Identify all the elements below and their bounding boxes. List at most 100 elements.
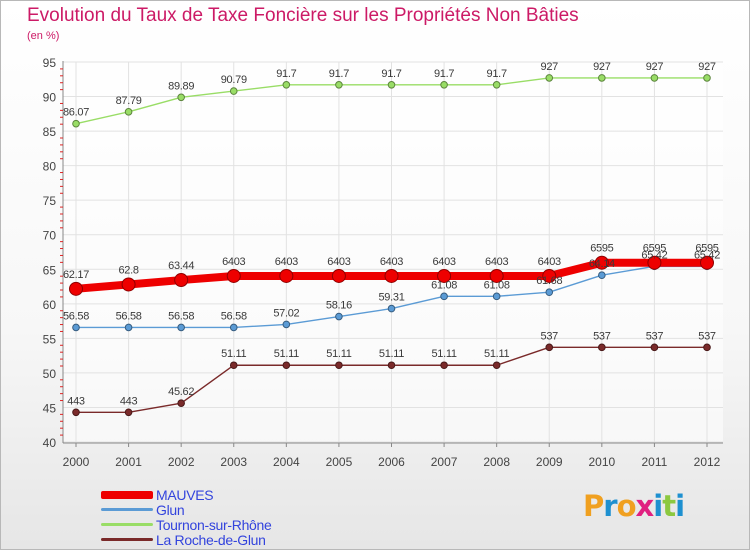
- y-tick-label: 55: [43, 332, 57, 346]
- y-tick-label: 45: [43, 401, 57, 415]
- data-label-mauves: 6403: [538, 256, 561, 268]
- data-point-tournon-sur-rh-ne: [177, 93, 185, 102]
- data-label-glun: 57.02: [273, 307, 299, 319]
- data-point-glun: [177, 323, 185, 332]
- data-label-tournon-sur-rh-ne: 927: [698, 61, 716, 73]
- legend-label-glun: Glun: [156, 501, 185, 518]
- data-point-mauves: [489, 268, 504, 283]
- x-tick-label: 2009: [536, 455, 563, 469]
- data-point-mauves: [279, 268, 294, 283]
- logo-letter: o: [616, 489, 637, 523]
- y-tick-label: 40: [43, 436, 57, 450]
- legend-swatch-tournon-sur-rh-ne: [101, 523, 153, 526]
- data-point-tournon-sur-rh-ne: [492, 81, 501, 89]
- data-point-glun: [72, 323, 80, 332]
- data-label-mauves: 62.8: [118, 264, 138, 276]
- data-label-mauves: 6403: [485, 256, 508, 268]
- data-label-glun: 56.58: [116, 310, 142, 322]
- data-point-mauves: [437, 268, 452, 283]
- data-label-tournon-sur-rh-ne: 91.7: [487, 68, 507, 80]
- data-label-tournon-sur-rh-ne: 927: [541, 61, 559, 73]
- data-label-la-roche-de-glun: 537: [646, 330, 664, 342]
- data-label-la-roche-de-glun: 51.11: [484, 348, 509, 360]
- data-point-glun: [282, 320, 291, 329]
- data-label-la-roche-de-glun: 537: [698, 330, 716, 342]
- data-label-tournon-sur-rh-ne: 87.79: [116, 95, 142, 107]
- data-point-mauves: [384, 268, 399, 283]
- data-point-tournon-sur-rh-ne: [335, 81, 343, 89]
- data-label-la-roche-de-glun: 537: [593, 330, 611, 342]
- data-point-la-roche-de-glun: [177, 399, 185, 407]
- x-tick-label: 2012: [694, 455, 721, 469]
- data-point-tournon-sur-rh-ne: [440, 81, 448, 89]
- data-label-glun: 56.58: [168, 310, 194, 322]
- y-tick-label: 65: [43, 263, 57, 277]
- data-point-tournon-sur-rh-ne: [282, 81, 291, 89]
- data-point-glun: [335, 312, 343, 321]
- data-point-tournon-sur-rh-ne: [72, 119, 80, 128]
- x-tick-label: 2001: [115, 455, 142, 469]
- data-label-mauves: 6403: [275, 256, 298, 268]
- data-point-mauves: [69, 281, 83, 296]
- data-label-glun: 56.58: [221, 310, 247, 322]
- data-point-tournon-sur-rh-ne: [124, 108, 133, 116]
- data-label-glun: 64.14: [589, 258, 615, 270]
- y-tick-label: 85: [43, 125, 57, 139]
- data-label-mauves: 63.44: [168, 260, 194, 272]
- plot-area: 40 45 50 55 60 65 70 75 80 85 90 95 2000 2001 2002 2003…: [43, 56, 723, 469]
- data-point-tournon-sur-rh-ne: [703, 74, 711, 82]
- data-label-mauves: 6403: [222, 256, 245, 268]
- data-point-la-roche-de-glun: [282, 361, 291, 370]
- data-label-la-roche-de-glun: 51.11: [274, 348, 299, 360]
- data-label-tournon-sur-rh-ne: 91.7: [381, 68, 401, 80]
- x-tick-label: 2000: [63, 455, 90, 469]
- data-label-la-roche-de-glun: 45.62: [168, 386, 194, 398]
- data-point-la-roche-de-glun: [703, 343, 711, 352]
- plot-background: [63, 61, 723, 443]
- y-tick-label: 70: [43, 229, 57, 243]
- y-tick-label: 90: [43, 91, 57, 105]
- data-label-mauves: 62.17: [63, 269, 89, 281]
- x-tick-label: 2006: [378, 455, 405, 469]
- data-point-mauves: [331, 268, 346, 283]
- data-point-tournon-sur-rh-ne: [650, 74, 659, 82]
- data-label-mauves: 6595: [695, 243, 718, 255]
- data-label-glun: 65.42: [641, 249, 667, 261]
- data-point-la-roche-de-glun: [335, 361, 343, 370]
- data-label-mauves: 6403: [432, 256, 455, 268]
- x-tick-label: 2011: [642, 455, 668, 469]
- x-tick-label: 2010: [588, 455, 615, 469]
- legend-item-mauves: MAUVES: [101, 487, 272, 503]
- data-point-mauves: [594, 255, 609, 270]
- y-tick-label: 80: [43, 160, 57, 174]
- data-label-la-roche-de-glun: 443: [67, 395, 85, 407]
- legend: MAUVES Glun Tournon-sur-Rhône La Roche-de-G…: [101, 487, 272, 548]
- data-label-glun: 61.08: [484, 279, 510, 291]
- y-tick-label: 60: [43, 298, 57, 312]
- logo-letter: P: [583, 489, 604, 523]
- data-label-mauves: 6403: [380, 256, 403, 268]
- legend-swatch-glun: [101, 508, 153, 511]
- data-point-mauves: [647, 255, 662, 270]
- legend-swatch-la-roche-de-glun: [101, 538, 153, 541]
- data-label-tournon-sur-rh-ne: 90.79: [221, 74, 247, 86]
- data-point-mauves: [226, 268, 241, 283]
- data-point-mauves: [542, 268, 557, 283]
- logo-letter: t: [662, 489, 676, 523]
- data-label-glun: 56.58: [63, 310, 89, 322]
- logo-letter: r: [603, 489, 617, 523]
- data-label-tournon-sur-rh-ne: 91.7: [329, 68, 349, 80]
- data-point-la-roche-de-glun: [387, 361, 396, 370]
- data-point-tournon-sur-rh-ne: [598, 74, 606, 82]
- data-point-mauves: [700, 255, 714, 270]
- x-tick-label: 2007: [431, 455, 458, 469]
- data-point-la-roche-de-glun: [72, 408, 80, 417]
- y-tick-label: 75: [43, 194, 57, 208]
- data-label-la-roche-de-glun: 443: [120, 395, 138, 407]
- data-point-glun: [440, 292, 448, 301]
- data-point-glun: [545, 288, 554, 297]
- legend-swatch-mauves: [101, 490, 153, 499]
- data-point-la-roche-de-glun: [545, 343, 554, 352]
- chart-subtitle: (en %): [27, 30, 60, 42]
